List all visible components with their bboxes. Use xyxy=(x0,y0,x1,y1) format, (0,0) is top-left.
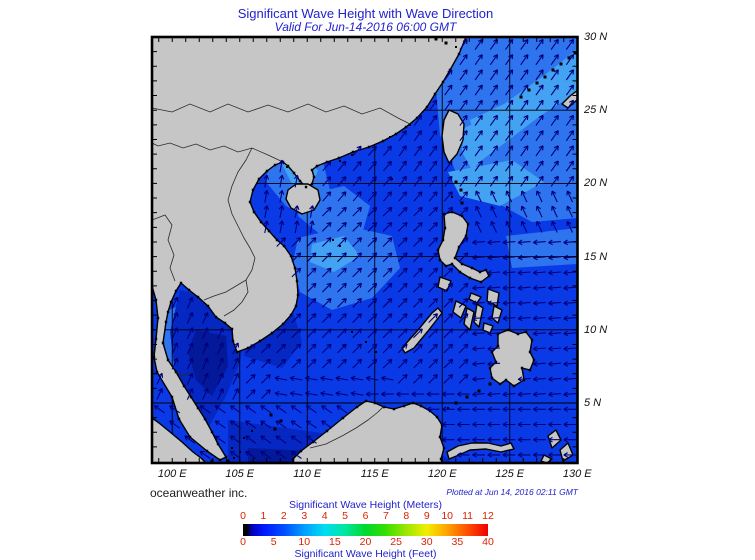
island-small xyxy=(491,305,503,324)
island-small xyxy=(463,307,475,331)
meters-tick: 11 xyxy=(462,510,474,522)
meters-tick: 6 xyxy=(362,510,369,522)
sea-patch-lighter xyxy=(462,120,492,170)
feet-tick: 35 xyxy=(451,536,464,548)
meters-tick: 2 xyxy=(280,510,287,522)
degree-ticks xyxy=(152,37,578,463)
lon-label: 110 E xyxy=(293,468,322,480)
country-borders xyxy=(152,103,411,449)
colorbar-meters-label: Significant Wave Height (Meters) xyxy=(288,499,443,511)
island-small xyxy=(482,322,494,334)
lat-label: 5 N xyxy=(584,397,602,409)
island-small xyxy=(561,89,578,109)
wave-direction-arrows xyxy=(153,38,577,459)
map-layers xyxy=(152,37,578,463)
island-small xyxy=(540,454,553,463)
lon-label: 120 E xyxy=(427,468,457,480)
lon-label: 100 E xyxy=(157,468,187,480)
feet-tick: 0 xyxy=(240,536,246,548)
island-taiwan xyxy=(441,109,465,164)
sea-patch-light xyxy=(506,228,578,268)
plotted-at-text: Plotted at Jun 14, 2016 02:11 GMT xyxy=(446,487,578,497)
lon-label: 125 E xyxy=(495,468,525,480)
island-luzon xyxy=(437,211,490,283)
meters-tick: 8 xyxy=(403,510,410,522)
lat-label: 15 N xyxy=(584,250,608,263)
feet-tick: 40 xyxy=(482,536,494,548)
lat-label: 20 N xyxy=(584,177,608,190)
colorbar xyxy=(243,524,488,536)
island-small xyxy=(473,303,484,328)
wave-map xyxy=(150,35,579,465)
lat-label: 10 N xyxy=(584,323,608,336)
feet-tick: 10 xyxy=(298,536,311,548)
feet-tick: 5 xyxy=(270,536,277,548)
lon-label: 115 E xyxy=(360,468,389,480)
sea-patch-lighter xyxy=(310,236,360,272)
meters-tick: 4 xyxy=(321,510,328,522)
colorbar-feet-label: Significant Wave Height (Feet) xyxy=(294,548,437,560)
lat-label: 30 N xyxy=(584,31,608,43)
meters-tick: 1 xyxy=(260,510,267,522)
meters-tick: 12 xyxy=(482,510,494,522)
land xyxy=(152,37,578,463)
feet-tick: 25 xyxy=(390,536,402,548)
lon-label: 105 E xyxy=(225,468,255,480)
sea-patch-darker xyxy=(188,330,228,396)
meters-tick: 10 xyxy=(441,510,453,522)
meters-tick: 5 xyxy=(342,510,348,522)
page-title: Significant Wave Height with Wave Direct… xyxy=(237,6,494,21)
lat-label: 25 N xyxy=(584,104,608,117)
credit-text: oceanweather inc. xyxy=(150,486,248,500)
island-small xyxy=(547,429,562,449)
lon-label: 130 E xyxy=(562,468,592,480)
feet-tick: 30 xyxy=(420,536,433,548)
meters-tick: 0 xyxy=(240,510,246,522)
sea-shading xyxy=(158,37,578,463)
map-frame xyxy=(150,35,579,465)
land-borneo xyxy=(292,400,445,463)
meters-tick: 9 xyxy=(423,510,430,522)
valid-time-subtitle: Valid For Jun-14-2016 06:00 GMT xyxy=(274,20,457,34)
feet-tick: 20 xyxy=(359,536,372,548)
meters-tick: 3 xyxy=(301,510,308,522)
meters-tick: 7 xyxy=(382,510,389,522)
feet-tick: 15 xyxy=(329,536,341,548)
land-sumatra xyxy=(152,417,207,463)
